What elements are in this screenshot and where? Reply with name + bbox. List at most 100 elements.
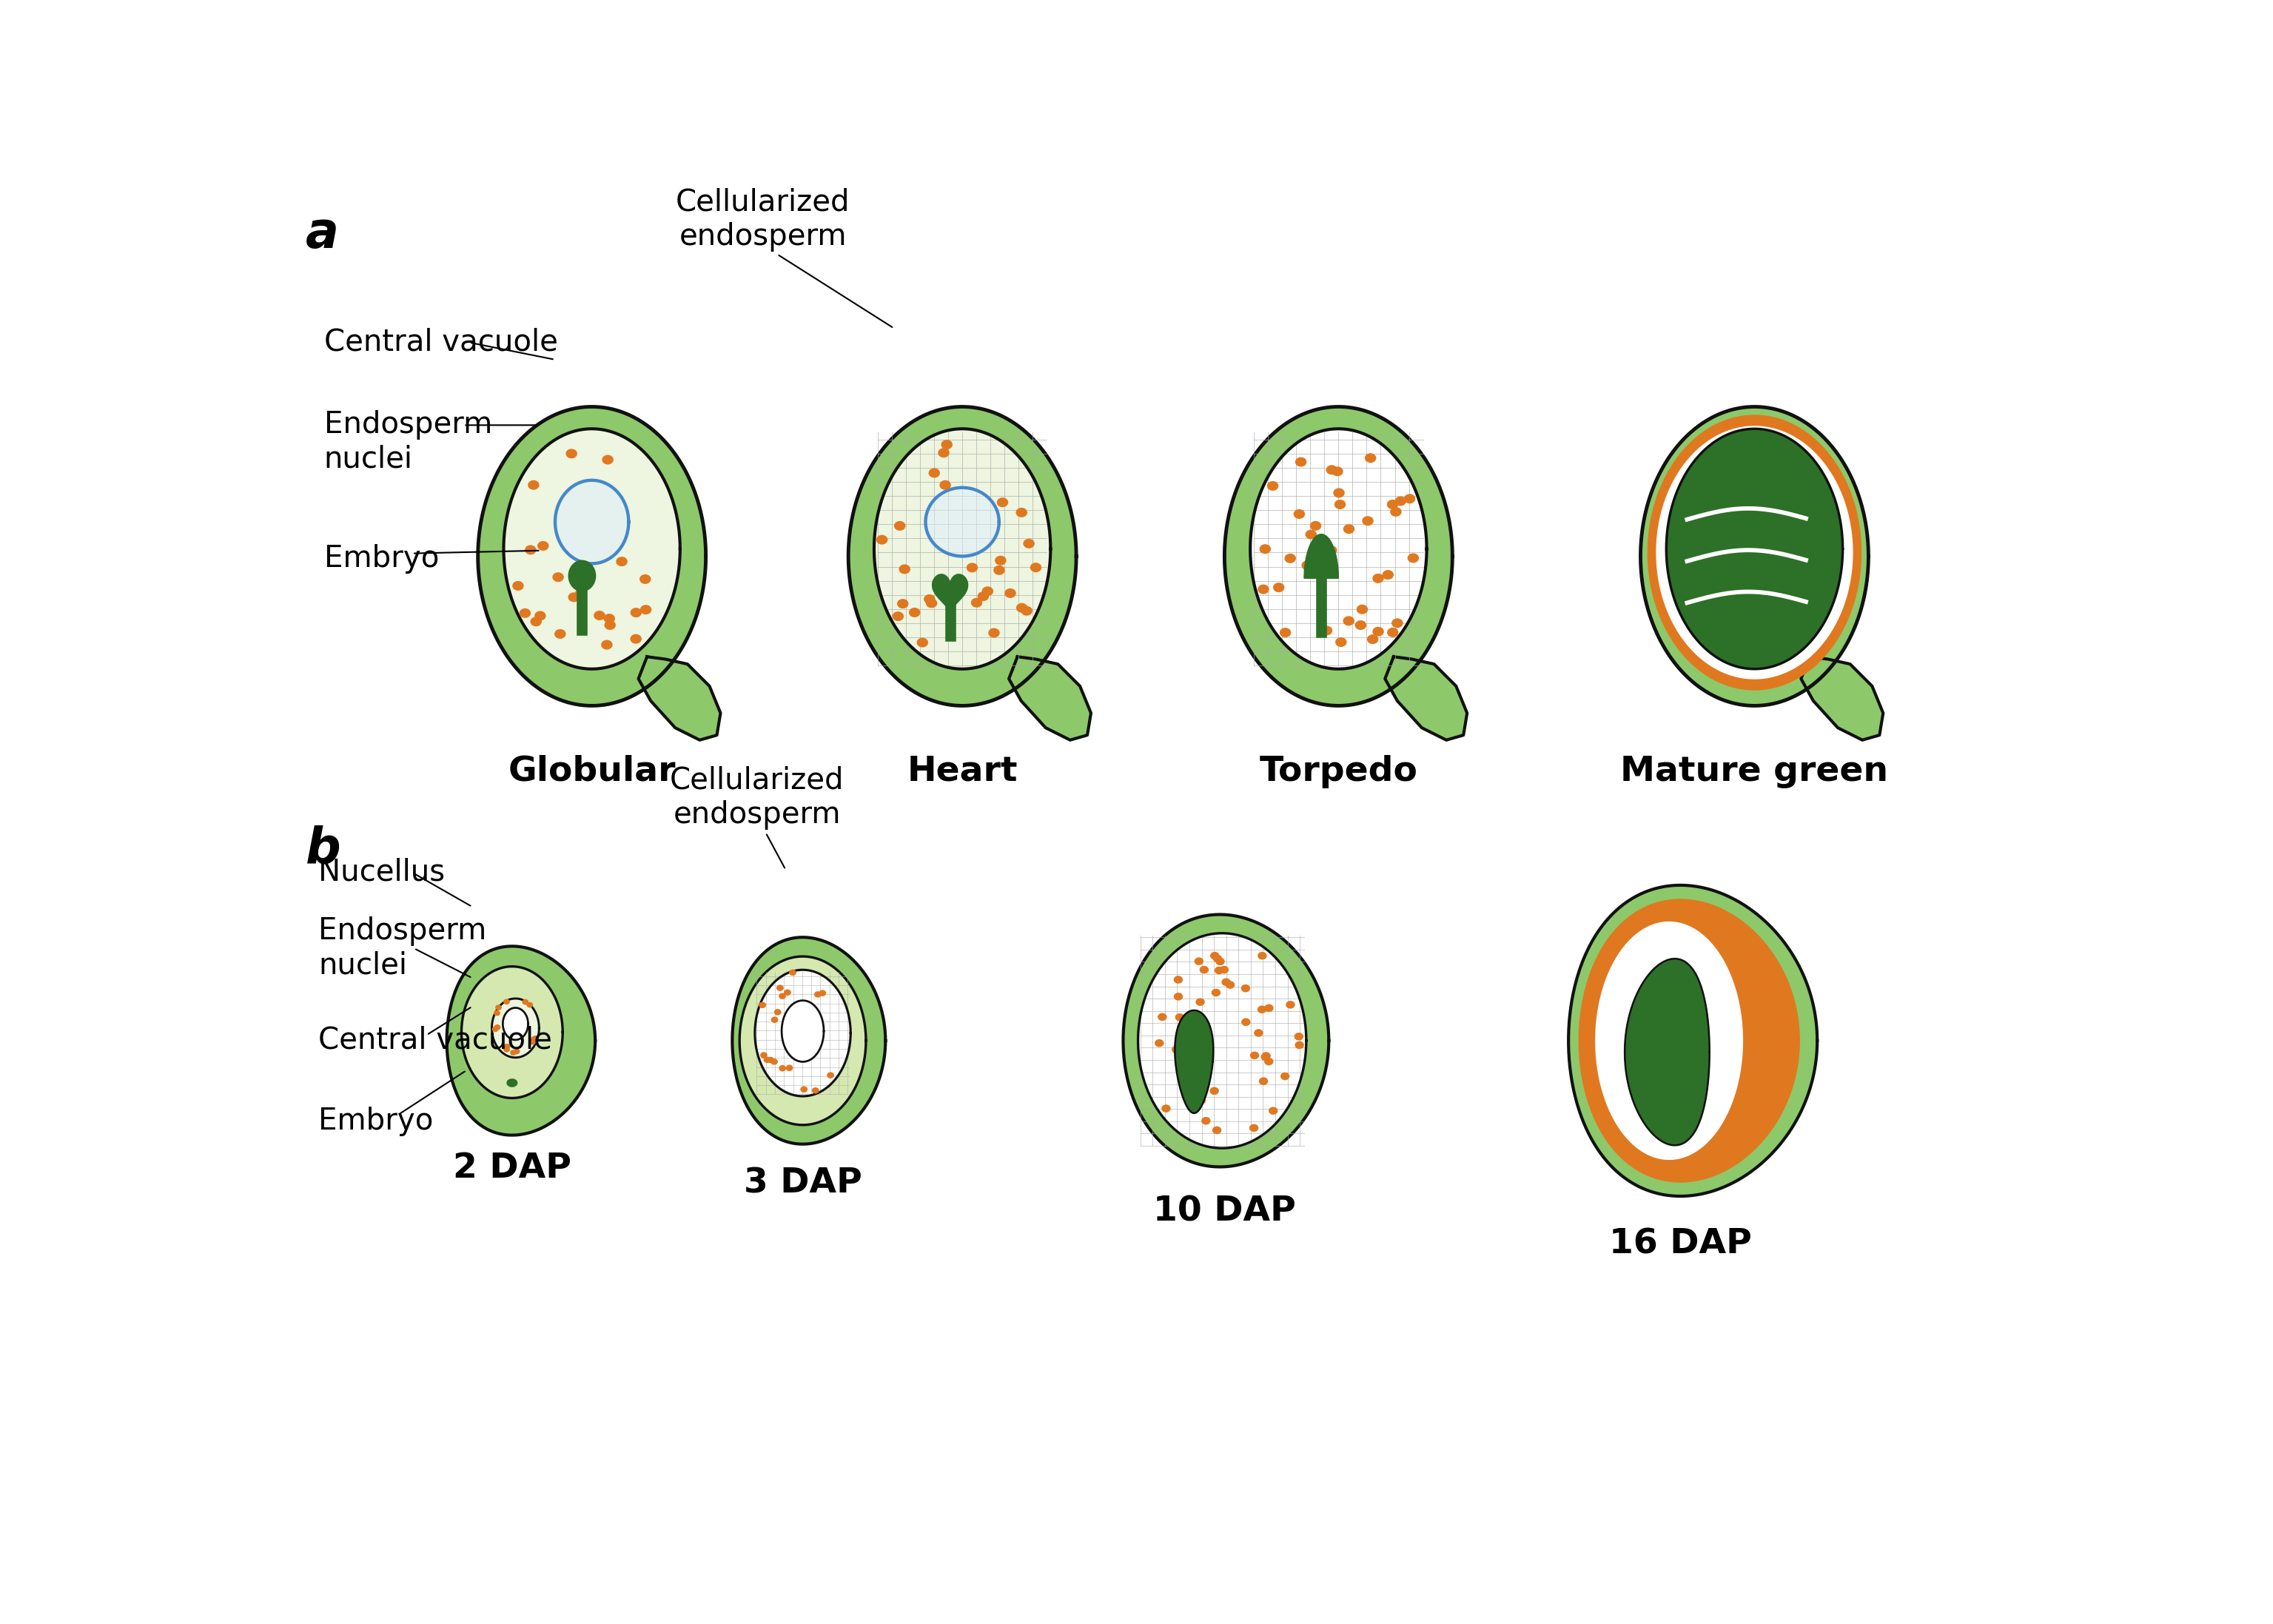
- Ellipse shape: [1209, 1088, 1218, 1095]
- Ellipse shape: [771, 1059, 777, 1064]
- Ellipse shape: [1030, 564, 1041, 572]
- Ellipse shape: [532, 1036, 539, 1041]
- Ellipse shape: [525, 546, 536, 554]
- Polygon shape: [448, 947, 596, 1135]
- Ellipse shape: [1187, 1052, 1196, 1059]
- Ellipse shape: [496, 1025, 500, 1030]
- Polygon shape: [639, 656, 721, 741]
- Ellipse shape: [1023, 539, 1034, 547]
- Ellipse shape: [1016, 604, 1027, 612]
- Polygon shape: [461, 966, 564, 1098]
- Ellipse shape: [1280, 628, 1291, 637]
- Polygon shape: [1305, 534, 1339, 578]
- Ellipse shape: [1159, 1013, 1166, 1020]
- Ellipse shape: [602, 455, 614, 464]
- Text: Heart: Heart: [907, 755, 1018, 788]
- Polygon shape: [875, 429, 1050, 669]
- Ellipse shape: [1334, 489, 1343, 497]
- Ellipse shape: [977, 593, 989, 601]
- Ellipse shape: [521, 609, 530, 617]
- Ellipse shape: [496, 1005, 502, 1010]
- Ellipse shape: [966, 564, 977, 572]
- Polygon shape: [1666, 429, 1843, 669]
- Ellipse shape: [877, 536, 886, 544]
- Text: Cellularized
endosperm: Cellularized endosperm: [671, 767, 843, 830]
- Ellipse shape: [602, 640, 611, 650]
- Ellipse shape: [1196, 999, 1205, 1005]
- Ellipse shape: [1196, 958, 1202, 965]
- Text: Central vacuole: Central vacuole: [325, 328, 557, 357]
- Ellipse shape: [898, 599, 907, 607]
- Polygon shape: [1123, 914, 1330, 1168]
- Ellipse shape: [1382, 570, 1393, 580]
- Ellipse shape: [1173, 1046, 1180, 1052]
- Ellipse shape: [1287, 1002, 1296, 1009]
- Ellipse shape: [971, 598, 982, 607]
- Polygon shape: [782, 1000, 823, 1062]
- Ellipse shape: [1332, 468, 1343, 476]
- Ellipse shape: [780, 994, 786, 999]
- Ellipse shape: [918, 638, 927, 646]
- Ellipse shape: [1259, 952, 1266, 960]
- Polygon shape: [1009, 656, 1091, 741]
- Polygon shape: [1625, 958, 1709, 1145]
- Ellipse shape: [641, 575, 650, 583]
- Ellipse shape: [896, 521, 905, 529]
- Ellipse shape: [1302, 560, 1312, 570]
- Ellipse shape: [1337, 638, 1346, 646]
- Text: Nucellus: Nucellus: [318, 857, 446, 887]
- Ellipse shape: [814, 992, 821, 997]
- Polygon shape: [1596, 922, 1743, 1160]
- Ellipse shape: [1262, 1054, 1271, 1060]
- Ellipse shape: [1396, 497, 1405, 505]
- Ellipse shape: [1021, 606, 1032, 615]
- Ellipse shape: [532, 617, 541, 625]
- Polygon shape: [1175, 1010, 1214, 1112]
- Text: Endosperm
nuclei: Endosperm nuclei: [325, 411, 493, 474]
- Ellipse shape: [1005, 590, 1016, 598]
- Polygon shape: [477, 406, 707, 706]
- Ellipse shape: [771, 1017, 777, 1023]
- Polygon shape: [1568, 885, 1816, 1197]
- Ellipse shape: [552, 573, 564, 581]
- Text: Cellularized
endosperm: Cellularized endosperm: [675, 187, 850, 252]
- Ellipse shape: [1225, 981, 1234, 989]
- Polygon shape: [1580, 900, 1800, 1182]
- Ellipse shape: [1257, 1007, 1266, 1013]
- Ellipse shape: [1223, 979, 1230, 986]
- Ellipse shape: [1221, 966, 1227, 973]
- Ellipse shape: [1193, 1054, 1202, 1060]
- Text: b: b: [307, 825, 341, 874]
- Ellipse shape: [1175, 976, 1182, 983]
- Ellipse shape: [1214, 955, 1221, 961]
- Polygon shape: [1648, 416, 1862, 690]
- Ellipse shape: [1282, 1073, 1289, 1080]
- Polygon shape: [732, 937, 886, 1143]
- Ellipse shape: [1325, 546, 1337, 555]
- Ellipse shape: [996, 555, 1005, 565]
- Ellipse shape: [505, 999, 509, 1004]
- Ellipse shape: [527, 481, 539, 489]
- Ellipse shape: [1250, 1052, 1259, 1059]
- Ellipse shape: [900, 565, 909, 573]
- Ellipse shape: [1255, 1030, 1262, 1036]
- Ellipse shape: [925, 594, 934, 604]
- Ellipse shape: [759, 1002, 766, 1009]
- Ellipse shape: [811, 1088, 818, 1093]
- Ellipse shape: [514, 581, 523, 590]
- Ellipse shape: [1216, 958, 1225, 965]
- Ellipse shape: [511, 1051, 516, 1056]
- Polygon shape: [502, 1009, 527, 1039]
- Ellipse shape: [505, 1044, 509, 1049]
- Ellipse shape: [539, 541, 548, 551]
- Ellipse shape: [989, 628, 1000, 637]
- Polygon shape: [755, 970, 850, 1096]
- Polygon shape: [555, 481, 630, 564]
- Ellipse shape: [507, 1078, 518, 1086]
- Text: 16 DAP: 16 DAP: [1609, 1228, 1752, 1260]
- Ellipse shape: [1296, 1041, 1302, 1049]
- Ellipse shape: [1405, 494, 1414, 503]
- Ellipse shape: [575, 590, 586, 598]
- Ellipse shape: [1387, 628, 1398, 637]
- Ellipse shape: [1312, 521, 1321, 529]
